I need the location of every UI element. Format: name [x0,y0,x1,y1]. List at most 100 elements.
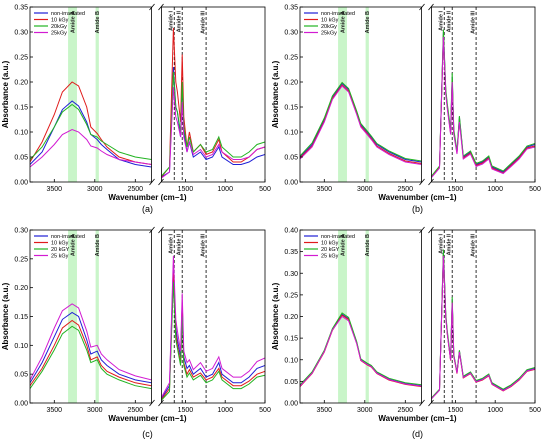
axis-break-mark [428,3,434,11]
x-axis-label: Wavenumber (cm−1) [378,414,457,423]
x-tick-label: 1000 [217,407,233,414]
y-tick-label: 0.20 [14,285,28,292]
series-line-20-kgy [30,325,152,390]
series-line-20-kgy [300,312,422,386]
chart-panel-d: Amide A Amide B Amide I Amide II Amide III 0.… [271,226,541,439]
vline-label: Amide I [169,11,175,31]
plot-frame-left [299,229,422,404]
band-amide-b [365,230,369,403]
legend-entry: 20kGy [51,24,67,30]
x-tick-label: 500 [529,407,541,414]
axis-break-mark [149,3,155,11]
band-label: Amide B [95,234,101,256]
x-tick-label: 3000 [357,407,373,414]
legend-entry: 25kGy [51,31,67,37]
y-tick-label: 0.00 [14,401,28,408]
series-line-10-kgy [161,27,265,178]
legend-entry: 20 kGY [51,247,70,253]
vline-label: Amide I [439,11,445,31]
x-tick-label: 1000 [487,407,503,414]
plot-frame-right [161,6,266,183]
x-tick-label: 3500 [47,186,63,193]
y-tick-label: 0.15 [14,105,28,112]
series-line-25-kgy [300,315,422,387]
axis-break-mark [149,399,155,407]
band-amide-a [68,7,77,182]
y-tick-label: 0.20 [14,80,28,87]
plot-frame-left [29,6,152,183]
y-tick-label: 0.00 [284,401,298,408]
series-line-25kgy [161,86,265,179]
band-amide-b [95,7,99,182]
x-tick-label: 2500 [128,186,144,193]
y-tick-label: 0.30 [284,30,298,37]
series-line-25kgy [431,36,535,178]
x-axis-label: Wavenumber (cm−1) [108,193,187,202]
band-label: Amide B [95,11,101,33]
series-line-25kgy [30,128,152,168]
y-tick-label: 0.10 [14,130,28,137]
chart-panel-c: Amide A Amide B Amide I Amide II Amide III 0.… [1,226,271,439]
y-tick-label: 0.35 [14,5,28,12]
x-tick-label: 3500 [317,407,333,414]
x-tick-label: 2500 [128,407,144,414]
legend-entry: 25 kGy [51,254,69,260]
axis-break-mark [158,3,164,11]
axis-break-mark [419,178,425,186]
legend-entry: 10 kGy [51,241,69,247]
y-tick-label: 0.05 [14,372,28,379]
series-line-non-irradiated [30,311,152,384]
series-line-25-kgy [30,303,152,381]
series-line-25-kgy [161,255,265,398]
series-line-non-irradiated [161,264,265,399]
x-tick-label: 1500 [178,186,194,193]
y-tick-label: 0.25 [284,292,298,299]
band-label: Amide A [341,11,347,33]
y-tick-label: 0.05 [14,155,28,162]
vline-label: Amide I [439,234,445,254]
chart-panel-b: Amide A Amide B Amide I Amide II Amide III 0.… [271,3,541,214]
band-label: Amide A [71,11,77,33]
axis-break-mark [428,226,434,234]
y-tick-label: 0.00 [14,180,28,187]
y-tick-label: 0.30 [14,228,28,235]
panel-label: (b) [412,204,423,214]
band-label: Amide A [71,234,77,256]
legend-entry: 20kGy [321,24,337,30]
band-label: Amide B [365,11,371,33]
y-tick-label: 0.10 [284,357,298,364]
series-line-10-kgy [30,81,152,165]
x-tick-label: 3000 [87,407,103,414]
series-line-20-kgy [161,281,265,401]
legend-entry: 10 kGy [51,18,69,24]
y-tick-label: 0.30 [284,271,298,278]
series-line-25kgy [300,85,422,165]
y-axis-label: Absorbance (a.u.) [271,282,280,350]
vline-label: Amide II [177,11,183,33]
y-tick-label: 0.05 [284,155,298,162]
y-tick-label: 0.25 [14,55,28,62]
panel-label: (c) [142,429,153,439]
y-tick-label: 0.30 [14,30,28,37]
y-tick-label: 0.10 [284,130,298,137]
axis-break-mark [428,399,434,407]
vline-label: Amide III [201,234,207,257]
axis-break-mark [158,399,164,407]
legend-entry: 10 kGy [321,241,339,247]
vline-label: Amide III [201,11,207,34]
x-tick-label: 1500 [448,407,464,414]
panel-label: (a) [142,204,153,214]
x-tick-label: 3000 [357,186,373,193]
band-amide-a [68,230,77,403]
y-tick-label: 0.25 [14,256,28,263]
band-amide-a [338,7,347,182]
x-tick-label: 1000 [487,186,503,193]
x-tick-label: 1000 [217,186,233,193]
plot-frame-left [29,229,152,404]
x-tick-label: 1500 [448,186,464,193]
x-tick-label: 500 [259,407,271,414]
series-line-20-kgy [431,249,535,399]
vline-label: Amide I [169,234,175,254]
y-tick-label: 0.40 [284,228,298,235]
